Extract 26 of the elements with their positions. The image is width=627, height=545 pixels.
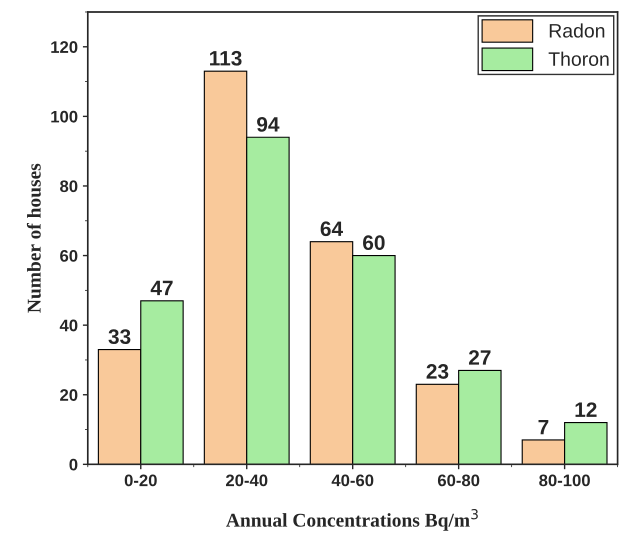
x-tick-label: 80-100 (539, 474, 590, 486)
y-tick-label: 0 (69, 458, 78, 471)
y-tick-label: 40 (60, 320, 78, 332)
data-label: 27 (468, 350, 491, 365)
x-tick-label: 0-20 (124, 474, 157, 486)
data-label: 23 (426, 364, 448, 379)
data-label: 47 (150, 280, 173, 296)
y-tick-label: 120 (51, 41, 78, 53)
x-tick-label: 20-40 (226, 474, 268, 486)
y-axis-title: Number of houses (26, 164, 41, 313)
legend-label: Thoron (548, 52, 609, 66)
y-tick-label: 20 (60, 389, 78, 401)
data-label: 60 (363, 235, 385, 250)
legend-label: Radon (550, 23, 604, 38)
data-label: 33 (108, 329, 130, 344)
data-label: 94 (257, 116, 280, 132)
y-tick-label: 80 (60, 180, 78, 192)
x-tick-label: 40-60 (332, 474, 374, 486)
y-tick-label: 60 (60, 250, 78, 262)
data-label: 64 (320, 221, 343, 236)
data-label: 113 (210, 50, 242, 66)
y-tick-label: 100 (51, 110, 78, 123)
x-axis-title: Annual Concentrations Bq/m$^{3}$ (226, 509, 478, 531)
data-label: 12 (576, 402, 597, 417)
x-tick-label: 60-80 (438, 474, 480, 486)
data-label: 7 (538, 420, 548, 434)
